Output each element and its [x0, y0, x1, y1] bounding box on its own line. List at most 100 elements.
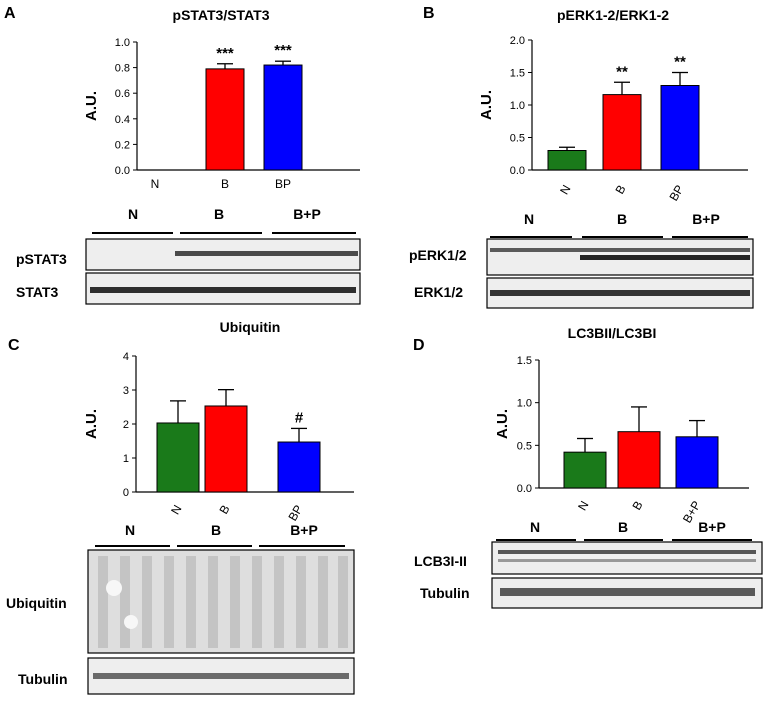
- panel-a-title: pSTAT3/STAT3: [173, 7, 270, 23]
- blot-spot: [124, 615, 138, 629]
- category-label: N: [557, 183, 573, 198]
- blot-band: [490, 248, 750, 252]
- category-label: BP: [285, 503, 305, 524]
- y-tick-label: 1.0: [517, 398, 532, 410]
- y-axis-label: A.U.: [83, 409, 100, 439]
- blot-band: [580, 255, 750, 260]
- panel-d-chart: 0.00.51.01.5A.U.N B B+P: [494, 355, 749, 525]
- bar: [263, 64, 303, 171]
- bar: [660, 85, 700, 171]
- y-tick-label: 0.6: [115, 88, 130, 100]
- panel-b-chart: 0.0 0.5 1.0 1.5 2.0 A.U. N ** B ** BP: [478, 35, 748, 203]
- blot-label-pstat3: pSTAT3: [16, 251, 67, 267]
- y-axis-label: A.U.: [83, 91, 100, 121]
- y-tick-label: 1.5: [517, 355, 532, 367]
- blot-band: [490, 290, 750, 296]
- bar: [277, 441, 321, 493]
- significance-marker: **: [616, 63, 628, 80]
- bar: [156, 422, 200, 493]
- panel-d-group-b: B: [618, 519, 628, 535]
- category-label: B: [221, 177, 229, 191]
- significance-marker: ***: [216, 45, 234, 62]
- category-label: N: [168, 503, 184, 518]
- blot-lc3: [491, 541, 763, 575]
- blot-band: [93, 673, 349, 679]
- blot-label-ubiquitin: Ubiquitin: [6, 595, 67, 611]
- blot-band: [498, 559, 756, 562]
- significance-marker: ***: [274, 42, 292, 59]
- blot-label-perk: pERK1/2: [409, 247, 467, 263]
- significance-marker: **: [674, 54, 686, 71]
- panel-d-title: LC3BII/LC3BI: [568, 325, 657, 341]
- panel-b-group-n: N: [524, 211, 534, 227]
- y-tick-label: 0.0: [510, 165, 525, 177]
- blot-band: [175, 251, 358, 256]
- category-label: BP: [666, 183, 686, 204]
- panel-c-group-n: N: [125, 522, 135, 538]
- y-tick-label: 4: [123, 351, 129, 363]
- bar: [547, 150, 587, 171]
- panel-d-group-n: N: [530, 519, 540, 535]
- panel-c: C Ubiquitin 0 1 2 3 4 A.U. N B # BP N B B+P Ubiqu…: [6, 319, 355, 695]
- y-tick-label: 2.0: [510, 35, 525, 47]
- y-tick-label: 3: [123, 385, 129, 397]
- y-tick-label: 0: [123, 487, 129, 499]
- y-tick-label: 0.5: [517, 440, 532, 452]
- panel-a-chart: 0.0 0.2 0.4 0.6 0.8 1.0 A.U. N *** B *** BP: [83, 37, 360, 191]
- panel-a-group-bp: B+P: [293, 206, 321, 222]
- y-tick-label: 1: [123, 453, 129, 465]
- category-label: B: [216, 503, 232, 517]
- y-tick-label: 0.4: [115, 114, 130, 126]
- y-tick-label: 0.5: [510, 133, 525, 145]
- panel-a-group-b: B: [214, 206, 224, 222]
- blot-lanes: [98, 556, 348, 648]
- y-axis-label: A.U.: [494, 409, 511, 439]
- blot-spot: [106, 580, 122, 596]
- panel-d-group-bp: B+P: [698, 519, 726, 535]
- panel-label-b: B: [423, 5, 435, 22]
- blot-ubiquitin: [87, 549, 355, 654]
- category-label: N: [151, 177, 160, 191]
- panel-label-a: A: [4, 5, 16, 22]
- bar: [205, 68, 245, 171]
- bar: [602, 94, 642, 171]
- panel-a: A pSTAT3/STAT3 0.0 0.2 0.4 0.6 0.8 1.0 A.U. N **…: [4, 5, 361, 305]
- bar: [675, 436, 719, 489]
- blot-label-lc3: LCB3I-II: [414, 553, 467, 569]
- bar: [563, 451, 607, 489]
- blot-band: [498, 550, 756, 554]
- category-label: B: [612, 183, 628, 197]
- category-label: BP: [275, 177, 291, 191]
- bar: [204, 405, 248, 493]
- y-tick-label: 1.0: [115, 37, 130, 49]
- category-label: N: [575, 499, 591, 514]
- panel-c-group-bp: B+P: [290, 522, 318, 538]
- panel-b-group-b: B: [617, 211, 627, 227]
- y-tick-label: 1.5: [510, 68, 525, 80]
- category-label: B: [629, 499, 645, 513]
- blot-band: [90, 287, 356, 293]
- y-tick-label: 0.2: [115, 139, 130, 151]
- y-tick-label: 0.8: [115, 63, 130, 75]
- panel-b: B pERK1-2/ERK1-2 0.0 0.5 1.0 1.5 2.0 A.U. N ** B…: [409, 5, 754, 309]
- blot-band: [500, 588, 755, 596]
- panel-b-group-bp: B+P: [692, 211, 720, 227]
- blot-label-stat3: STAT3: [16, 284, 58, 300]
- panel-a-group-n: N: [128, 206, 138, 222]
- bar: [617, 431, 661, 489]
- panel-c-chart: 0 1 2 3 4 A.U. N B # BP: [83, 351, 354, 523]
- blot-label-erk: ERK1/2: [414, 284, 463, 300]
- blot-label-tubulin-d: Tubulin: [420, 585, 470, 601]
- y-tick-label: 0.0: [517, 483, 532, 495]
- y-tick-label: 2: [123, 419, 129, 431]
- panel-c-group-b: B: [211, 522, 221, 538]
- blot-label-tubulin-c: Tubulin: [18, 671, 68, 687]
- panel-b-title: pERK1-2/ERK1-2: [557, 7, 669, 23]
- significance-marker: #: [295, 409, 304, 426]
- panel-label-c: C: [8, 337, 20, 354]
- y-tick-label: 1.0: [510, 100, 525, 112]
- y-tick-label: 0.0: [115, 165, 130, 177]
- y-axis-label: A.U.: [478, 90, 495, 120]
- panel-d: D LC3BII/LC3BI 0.0 0.5 1.0 1.5 A.U. N B B+P N B…: [413, 325, 763, 609]
